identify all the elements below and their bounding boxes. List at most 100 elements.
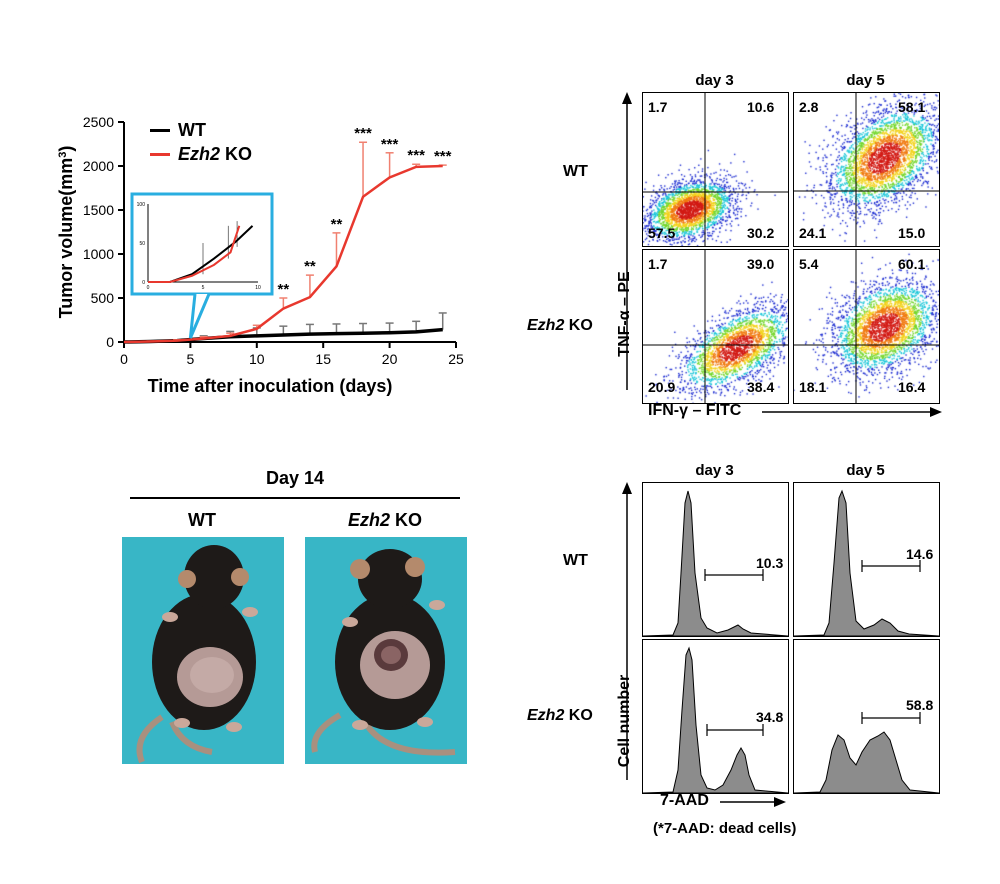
y-tick-label: 0	[106, 334, 114, 350]
flow-top-row-ko: Ezh2 KO	[527, 317, 593, 334]
flow-bottom-row-wt: WT	[563, 552, 588, 569]
flow-top-row-wt: WT	[563, 163, 588, 180]
flow-top-xaxis-label: IFN-γ – FITC	[648, 402, 742, 419]
dotplot-canvas-wt-day3	[643, 93, 788, 246]
significance-label: ***	[354, 125, 372, 142]
quad-wt-d5-ll: 24.1	[799, 225, 827, 241]
y-tick-label: 2000	[83, 158, 114, 174]
legend-swatch-wt	[150, 128, 170, 132]
quad-wt-d3-ll: 57.5	[648, 225, 676, 241]
legend-swatch-ko	[150, 152, 170, 156]
quad-ko-d3-ur: 39.0	[747, 256, 775, 272]
histogram-ko-day3	[642, 639, 789, 794]
inset-series-ko	[148, 225, 241, 283]
chart-legend: WT Ezh2 KO	[150, 118, 252, 166]
mouse-ko-label: Ezh2 KO	[347, 510, 423, 530]
y-tick-label: 1000	[83, 246, 114, 262]
quad-wt-d5-ur: 58.1	[898, 99, 926, 115]
flow-bottom-xaxis-arrow	[720, 797, 786, 807]
x-tick-label: 20	[382, 351, 398, 367]
inset-frame	[130, 192, 274, 296]
flow-top-yaxis-label: TNF-α – PE	[616, 271, 633, 357]
significance-label: ***	[381, 136, 399, 153]
inset-x-tick-label: 10	[255, 285, 261, 291]
gate-wt-day3: 10.3	[756, 555, 784, 571]
histogram-ko-day5	[793, 639, 940, 794]
quad-wt-d3-ur: 10.6	[747, 99, 775, 115]
flow-top-day5-label: day 5	[846, 72, 885, 89]
flow-bottom-day3-label: day 3	[695, 462, 734, 479]
quad-wt-d3-ul: 1.7	[648, 99, 668, 115]
quad-wt-d5-lr: 15.0	[898, 225, 926, 241]
flow-top-xaxis-arrow	[762, 407, 942, 417]
quad-ko-d5-ll: 18.1	[799, 379, 827, 395]
dotplot-wt-day5	[793, 92, 940, 247]
y-tick-label: 500	[91, 290, 115, 306]
mouse-panel-rule	[130, 497, 460, 499]
dotplot-canvas-wt-day5	[794, 93, 939, 246]
x-tick-label: 0	[120, 351, 128, 367]
mouse-photo-ko	[305, 537, 467, 764]
histogram-svg-ko-day3	[642, 646, 789, 794]
flow-bottom-row-ko: Ezh2 KO	[527, 707, 593, 724]
quad-ko-d3-lr: 38.4	[747, 379, 775, 395]
mouse-photo-wt	[122, 537, 284, 764]
gate-wt-day5: 14.6	[906, 546, 934, 562]
x-tick-label: 15	[315, 351, 331, 367]
dotplot-ko-day3	[642, 249, 789, 404]
mouse-panel-title: Day 14	[265, 468, 325, 488]
inset-callout	[188, 293, 211, 339]
histogram-svg-wt-day5	[793, 489, 940, 637]
dotplot-canvas-ko-day3	[643, 250, 788, 403]
y-axis-title: Tumor volume(mm3)	[56, 146, 76, 319]
flow-bottom-yaxis	[622, 482, 632, 780]
flow-top-yaxis	[622, 92, 632, 390]
legend-label-ko: Ezh2 KO	[178, 143, 253, 164]
quad-ko-d5-lr: 16.4	[898, 379, 926, 395]
dotplot-wt-day3	[642, 92, 789, 247]
significance-label: **	[304, 258, 316, 275]
inset-x-tick-label: 0	[147, 285, 150, 291]
y-tick-label: 1500	[83, 202, 114, 218]
dotplot-ko-day5	[793, 249, 940, 404]
mouse-wt-label: WT	[188, 510, 216, 530]
quad-ko-d5-ur: 60.1	[898, 256, 926, 272]
significance-label: **	[331, 216, 343, 233]
x-axis-title: Time after inoculation (days)	[148, 376, 393, 396]
histogram-svg-wt-day3	[642, 490, 789, 637]
significance-label: **	[278, 281, 290, 298]
mouse-ko-illustration	[311, 549, 456, 756]
significance-label: ***	[407, 147, 425, 164]
flow-bottom-yaxis-label: Cell number	[616, 674, 633, 768]
dotplot-canvas-ko-day5	[794, 250, 939, 403]
quad-ko-d3-ll: 20.9	[648, 379, 676, 395]
inset-y-tick-label: 100	[137, 202, 146, 208]
x-tick-label: 10	[249, 351, 265, 367]
inset-y-tick-label: 50	[139, 241, 145, 247]
x-tick-label: 25	[448, 351, 464, 367]
quad-wt-d5-ul: 2.8	[799, 99, 819, 115]
flow-bottom-footnote: (*7-AAD: dead cells)	[653, 820, 797, 837]
histogram-wt-day5	[793, 482, 940, 637]
legend-item-ko: Ezh2 KO	[150, 142, 252, 166]
gate-ko-day3: 34.8	[756, 709, 784, 725]
quad-ko-d3-ul: 1.7	[648, 256, 668, 272]
gate-ko-day5: 58.8	[906, 697, 934, 713]
quad-ko-d5-ul: 5.4	[799, 256, 819, 272]
flow-bottom-xaxis-label: 7-AAD	[660, 792, 709, 809]
flow-top-day3-label: day 3	[695, 72, 734, 89]
significance-label: ***	[434, 148, 452, 165]
y-tick-label: 2500	[83, 114, 114, 130]
legend-label-wt: WT	[178, 119, 206, 140]
histogram-svg-ko-day5	[793, 712, 940, 794]
x-tick-label: 5	[187, 351, 195, 367]
histogram-wt-day3	[642, 482, 789, 637]
quad-wt-d3-lr: 30.2	[747, 225, 775, 241]
series-line-ko	[123, 164, 443, 344]
inset-x-tick-label: 5	[202, 285, 205, 291]
flow-bottom-day5-label: day 5	[846, 462, 885, 479]
inset-y-tick-label: 0	[142, 280, 145, 286]
legend-item-wt: WT	[150, 118, 252, 142]
quadrant-gates	[642, 92, 939, 403]
